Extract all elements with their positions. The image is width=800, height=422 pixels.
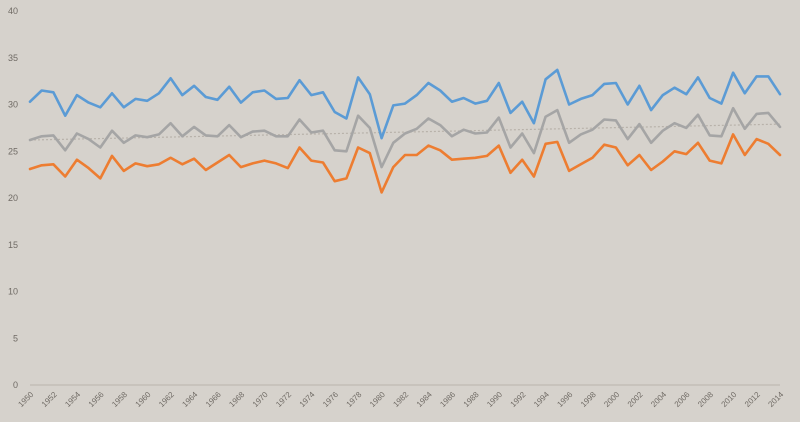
x-tick-label: 1968 (227, 390, 246, 409)
y-tick-label: 25 (8, 146, 18, 156)
x-axis: 1950 1952 1954 1956 1958 1960 1962 1964 1966 1968… (16, 384, 786, 409)
y-tick-label: 5 (13, 333, 18, 343)
series-line-3 (28, 133, 782, 194)
x-tick-label: 1976 (321, 390, 340, 409)
x-tick-label: 1998 (579, 390, 598, 409)
x-tick-label: 1982 (391, 390, 410, 409)
y-tick-label: 35 (8, 53, 18, 63)
x-tick-label: 2004 (649, 390, 668, 409)
x-tick-label: 1956 (87, 390, 106, 409)
y-tick-label: 20 (8, 193, 18, 203)
y-tick-label: 10 (8, 287, 18, 297)
x-tick-label: 1966 (204, 390, 223, 409)
y-axis: 0 5 10 15 20 25 30 35 40 (8, 6, 18, 390)
x-tick-label: 1988 (462, 390, 481, 409)
x-tick-label: 2014 (766, 390, 785, 409)
x-tick-label: 1984 (415, 390, 434, 409)
x-tick-label: 1980 (368, 390, 387, 409)
series-line-1 (28, 68, 782, 140)
x-tick-label: 1954 (63, 390, 82, 409)
x-tick-label: 1986 (438, 390, 457, 409)
y-tick-label: 40 (8, 6, 18, 16)
x-tick-label: 1958 (110, 390, 129, 409)
x-tick-label: 2006 (673, 390, 692, 409)
series-line-2 (28, 106, 782, 169)
x-tick-label: 2012 (743, 390, 762, 409)
trendline-layer (29, 123, 781, 141)
x-tick-label: 2002 (626, 390, 645, 409)
x-tick-label: 1994 (532, 390, 551, 409)
x-tick-label: 1964 (180, 390, 199, 409)
y-tick-label: 30 (8, 100, 18, 110)
x-tick-label: 1974 (298, 390, 317, 409)
x-tick-label: 1960 (134, 390, 153, 409)
trendline (29, 123, 781, 141)
x-tick-label: 2010 (720, 390, 739, 409)
x-tick-label: 2000 (602, 390, 621, 409)
x-tick-label: 1992 (509, 390, 528, 409)
x-tick-label: 1978 (345, 390, 364, 409)
x-tick-label: 1996 (555, 390, 574, 409)
x-tick-label: 1970 (251, 390, 270, 409)
y-tick-label: 0 (13, 380, 18, 390)
x-tick-label: 1990 (485, 390, 504, 409)
series-layer (28, 68, 782, 194)
y-tick-label: 15 (8, 240, 18, 250)
x-tick-label: 1950 (16, 390, 35, 409)
x-tick-label: 1952 (40, 390, 59, 409)
x-tick-label: 2008 (696, 390, 715, 409)
x-tick-label: 1962 (157, 390, 176, 409)
x-tick-label: 1972 (274, 390, 293, 409)
